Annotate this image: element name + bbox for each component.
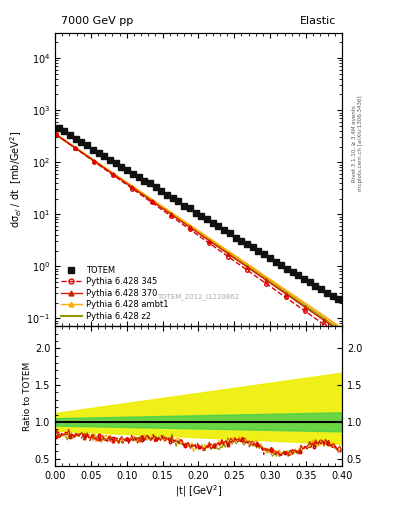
Y-axis label: dσ$_{el}$ / dt  [mb/GeV$^{2}$]: dσ$_{el}$ / dt [mb/GeV$^{2}$] bbox=[8, 131, 24, 228]
X-axis label: |t| [GeV$^{2}$]: |t| [GeV$^{2}$] bbox=[175, 483, 222, 499]
Text: Rivet 3.1.10, ≥ 3.4M events: Rivet 3.1.10, ≥ 3.4M events bbox=[352, 105, 357, 182]
Y-axis label: Ratio to TOTEM: Ratio to TOTEM bbox=[23, 361, 32, 431]
Text: Elastic: Elastic bbox=[300, 16, 336, 26]
Text: TOTEM_2012_I1220862: TOTEM_2012_I1220862 bbox=[158, 294, 239, 301]
Text: mcplots.cern.ch [arXiv:1306.3436]: mcplots.cern.ch [arXiv:1306.3436] bbox=[358, 96, 363, 191]
Text: 7000 GeV pp: 7000 GeV pp bbox=[61, 16, 133, 26]
Legend: TOTEM, Pythia 6.428 345, Pythia 6.428 370, Pythia 6.428 ambt1, Pythia 6.428 z2: TOTEM, Pythia 6.428 345, Pythia 6.428 37… bbox=[59, 264, 170, 322]
